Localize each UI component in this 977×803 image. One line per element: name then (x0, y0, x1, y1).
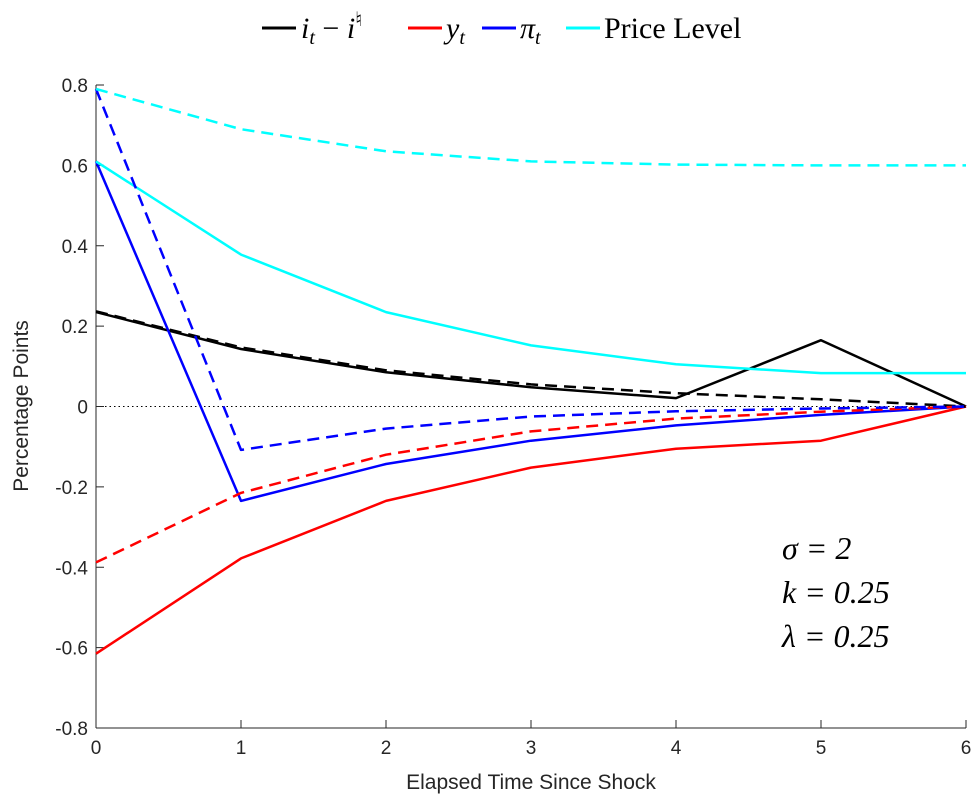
legend-label-price-level: Price Level (604, 12, 741, 45)
series-line-output-solid (95, 405, 967, 655)
y-tick-label: 0.6 (62, 156, 88, 177)
x-axis-title: Elapsed Time Since Shock (406, 771, 656, 794)
y-tick-label: 0.2 (62, 317, 88, 338)
legend-label-interest-gap: it − i♮ (301, 9, 362, 49)
series-layer (94, 87, 967, 655)
series-line-price-level-dashed (95, 87, 966, 167)
y-tick-label: 0.8 (62, 76, 88, 97)
legend-label-inflation: πt (520, 12, 541, 49)
y-tick-label: -0.2 (55, 478, 88, 499)
x-tick-label: 5 (816, 738, 827, 759)
x-ticks: 0 1 2 3 4 5 6 (91, 720, 972, 759)
axes: -0.8 -0.6 -0.4 -0.2 0 0.2 0.4 0.6 0.8 0 1 2 3 4 5 6 (55, 76, 971, 759)
y-axis-title: Percentage Points (10, 320, 33, 492)
annotation-lambda: λ = 0.25 (781, 618, 889, 654)
legend-entry-interest-gap: it − i♮ (262, 9, 362, 49)
series-line-inflation-solid (94, 160, 967, 503)
series-line-interest-gap-dashed (95, 310, 967, 408)
legend-entry-price-level: Price Level (566, 12, 741, 45)
legend-label-output: yt (443, 12, 465, 49)
series-line-price-level-solid (95, 160, 966, 375)
x-tick-label: 0 (91, 738, 102, 759)
annotation-sigma: σ = 2 (782, 530, 851, 566)
x-tick-label: 2 (381, 738, 392, 759)
series-line-output-dashed (95, 405, 967, 564)
legend-entry-output: yt (408, 12, 465, 49)
x-tick-label: 6 (961, 738, 972, 759)
x-tick-label: 3 (526, 738, 537, 759)
x-tick-label: 4 (671, 738, 682, 759)
series-line-inflation-dashed (94, 88, 967, 452)
legend-entry-inflation: πt (482, 12, 541, 49)
y-tick-label: -0.6 (55, 639, 88, 660)
y-tick-label: -0.4 (55, 558, 88, 579)
series-line-interest-gap-solid (95, 310, 967, 408)
y-tick-label: 0.4 (62, 237, 89, 258)
annotation-k: k = 0.25 (782, 574, 890, 610)
legend: it − i♮ yt πt Price Level (262, 9, 741, 49)
y-tick-label: 0 (77, 398, 88, 419)
y-ticks: -0.8 -0.6 -0.4 -0.2 0 0.2 0.4 0.6 0.8 (55, 76, 104, 740)
y-tick-label: -0.8 (55, 719, 88, 740)
x-tick-label: 1 (236, 738, 247, 759)
parameter-annotations: σ = 2 k = 0.25 λ = 0.25 (781, 530, 890, 654)
